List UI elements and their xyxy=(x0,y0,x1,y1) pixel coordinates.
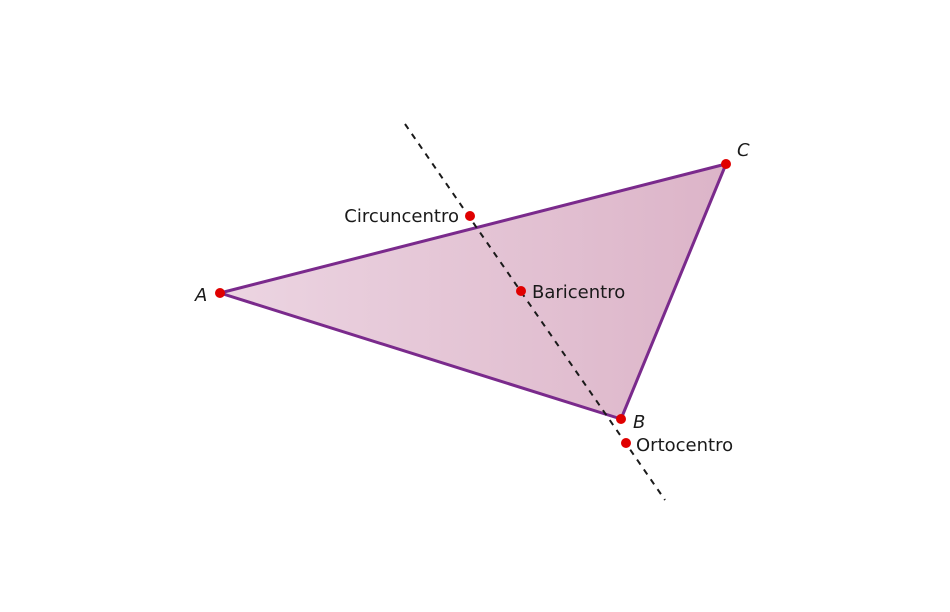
vertex-b-point xyxy=(616,414,626,424)
orthocenter-label: Ortocentro xyxy=(636,435,733,456)
centroid-label: Baricentro xyxy=(532,282,625,303)
vertex-a-label: A xyxy=(194,285,207,306)
centroid-point xyxy=(516,286,526,296)
euler-line xyxy=(404,123,666,501)
orthocenter-point xyxy=(621,438,631,448)
circumcenter-label: Circuncentro xyxy=(344,206,459,227)
vertex-a-point xyxy=(215,288,225,298)
vertex-b-label: B xyxy=(633,412,645,433)
vertex-c-point xyxy=(721,159,731,169)
circumcenter-point xyxy=(465,211,475,221)
triangle-abc xyxy=(218,162,728,421)
vertex-c-label: C xyxy=(737,140,750,161)
